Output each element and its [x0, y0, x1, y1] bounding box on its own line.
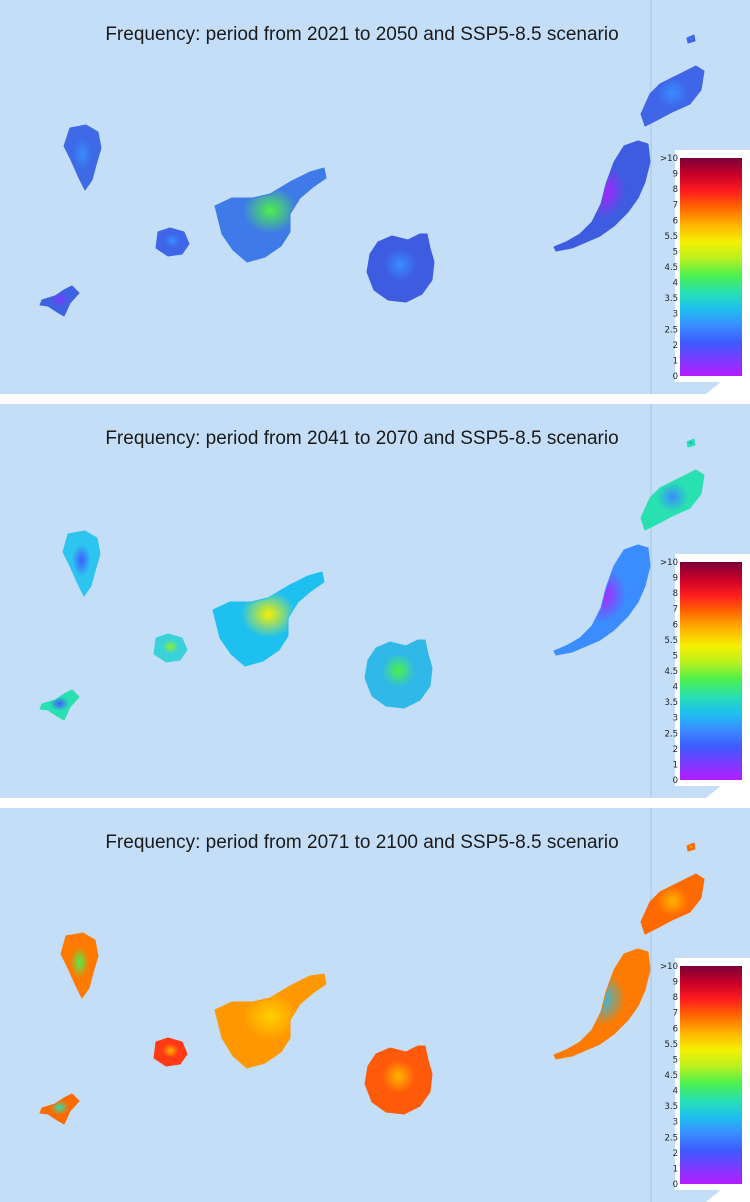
tenerife-island [212, 571, 325, 667]
panel-title: Frequency: period from 2071 to 2100 and … [105, 832, 619, 853]
map-panel-2041-2070: Frequency: period from 2041 to 2070 and … [0, 404, 750, 798]
legend-tick-label: 6 [673, 1024, 678, 1034]
lanzarote-island [640, 438, 705, 531]
map-canvas[interactable] [0, 0, 750, 394]
la-gomera-island [153, 1037, 188, 1067]
legend-tick-label: 9 [673, 574, 678, 584]
legend-tick-label: 2 [673, 341, 678, 351]
fuerteventura-island [553, 140, 651, 252]
legend-tick-label: 1 [673, 760, 678, 770]
el-hierro-island [39, 689, 80, 721]
legend-tick-label: 3 [673, 714, 678, 724]
color-scale-bar [680, 966, 742, 1184]
legend-tick-label: 6 [673, 620, 678, 630]
map-canvas[interactable] [0, 808, 750, 1202]
legend-tick-label: 5.5 [664, 232, 678, 242]
legend-tick-label: 4 [673, 1087, 678, 1097]
legend-tick-label: 2.5 [664, 729, 678, 739]
fuerteventura-island [553, 948, 651, 1060]
legend-tick-label: 7 [673, 1009, 678, 1019]
legend-tick-label: 9 [673, 978, 678, 988]
color-scale-legend: >10 9 8 7 6 5.5 5 4.5 4 3.5 3 2.5 2 1 0 [660, 554, 750, 786]
tenerife-island [214, 973, 327, 1069]
legend-tick-label: 4.5 [664, 1071, 678, 1081]
legend-tick-label: 4.5 [664, 263, 678, 273]
legend-tick-label: 3 [673, 1118, 678, 1128]
la-palma-island [63, 124, 102, 191]
gran-canaria-island [366, 233, 435, 303]
legend-tick-label: 5.5 [664, 636, 678, 646]
legend-tick-label: >10 [660, 154, 678, 164]
legend-tick-label: 8 [673, 589, 678, 599]
legend-tick-label: 4 [673, 279, 678, 289]
legend-tick-label: 5 [673, 1055, 678, 1065]
la-palma-island [60, 932, 99, 999]
gran-canaria-island [364, 1045, 433, 1115]
legend-tick-label: 7 [673, 605, 678, 615]
color-scale-legend: >10 9 8 7 6 5.5 5 4.5 4 3.5 3 2.5 2 1 0 [660, 150, 750, 382]
legend-tick-label: >10 [660, 558, 678, 568]
color-scale-bar [680, 562, 742, 780]
la-palma-island [62, 530, 101, 597]
map-panel-2021-2050: Frequency: period from 2021 to 2050 and … [0, 0, 750, 394]
legend-tick-label: 4 [673, 683, 678, 693]
legend-tick-label: 2.5 [664, 325, 678, 335]
legend-tick-label: 3.5 [664, 1102, 678, 1112]
legend-tick-label: >10 [660, 962, 678, 972]
legend-tick-label: 0 [673, 776, 678, 786]
legend-tick-label: 1 [673, 1164, 678, 1174]
legend-tick-label: 6 [673, 216, 678, 226]
panel-title: Frequency: period from 2041 to 2070 and … [105, 428, 619, 449]
legend-tick-label: 9 [673, 170, 678, 180]
la-gomera-island [155, 227, 190, 257]
la-gomera-island [153, 633, 188, 663]
lanzarote-island [640, 34, 705, 127]
legend-tick-label: 5 [673, 247, 678, 257]
legend-tick-label: 5 [673, 651, 678, 661]
legend-tick-label: 3.5 [664, 698, 678, 708]
map-canvas[interactable] [0, 404, 750, 798]
legend-tick-label: 2.5 [664, 1133, 678, 1143]
color-scale-legend: >10 9 8 7 6 5.5 5 4.5 4 3.5 3 2.5 2 1 0 [660, 958, 750, 1190]
legend-tick-label: 2 [673, 745, 678, 755]
legend-tick-label: 2 [673, 1149, 678, 1159]
legend-tick-label: 8 [673, 993, 678, 1003]
fuerteventura-island [553, 544, 651, 656]
legend-tick-label: 7 [673, 201, 678, 211]
panel-title: Frequency: period from 2021 to 2050 and … [105, 24, 619, 45]
legend-tick-label: 0 [673, 372, 678, 382]
color-scale-bar [680, 158, 742, 376]
legend-tick-label: 5.5 [664, 1040, 678, 1050]
el-hierro-island [39, 285, 80, 317]
legend-tick-label: 8 [673, 185, 678, 195]
legend-tick-label: 3.5 [664, 294, 678, 304]
el-hierro-island [39, 1093, 80, 1125]
legend-tick-label: 1 [673, 356, 678, 366]
tenerife-island [214, 167, 327, 263]
legend-tick-label: 3 [673, 310, 678, 320]
legend-tick-label: 4.5 [664, 667, 678, 677]
map-panel-2071-2100: Frequency: period from 2071 to 2100 and … [0, 808, 750, 1202]
gran-canaria-island [364, 639, 433, 709]
lanzarote-island [640, 842, 705, 935]
legend-tick-label: 0 [673, 1180, 678, 1190]
